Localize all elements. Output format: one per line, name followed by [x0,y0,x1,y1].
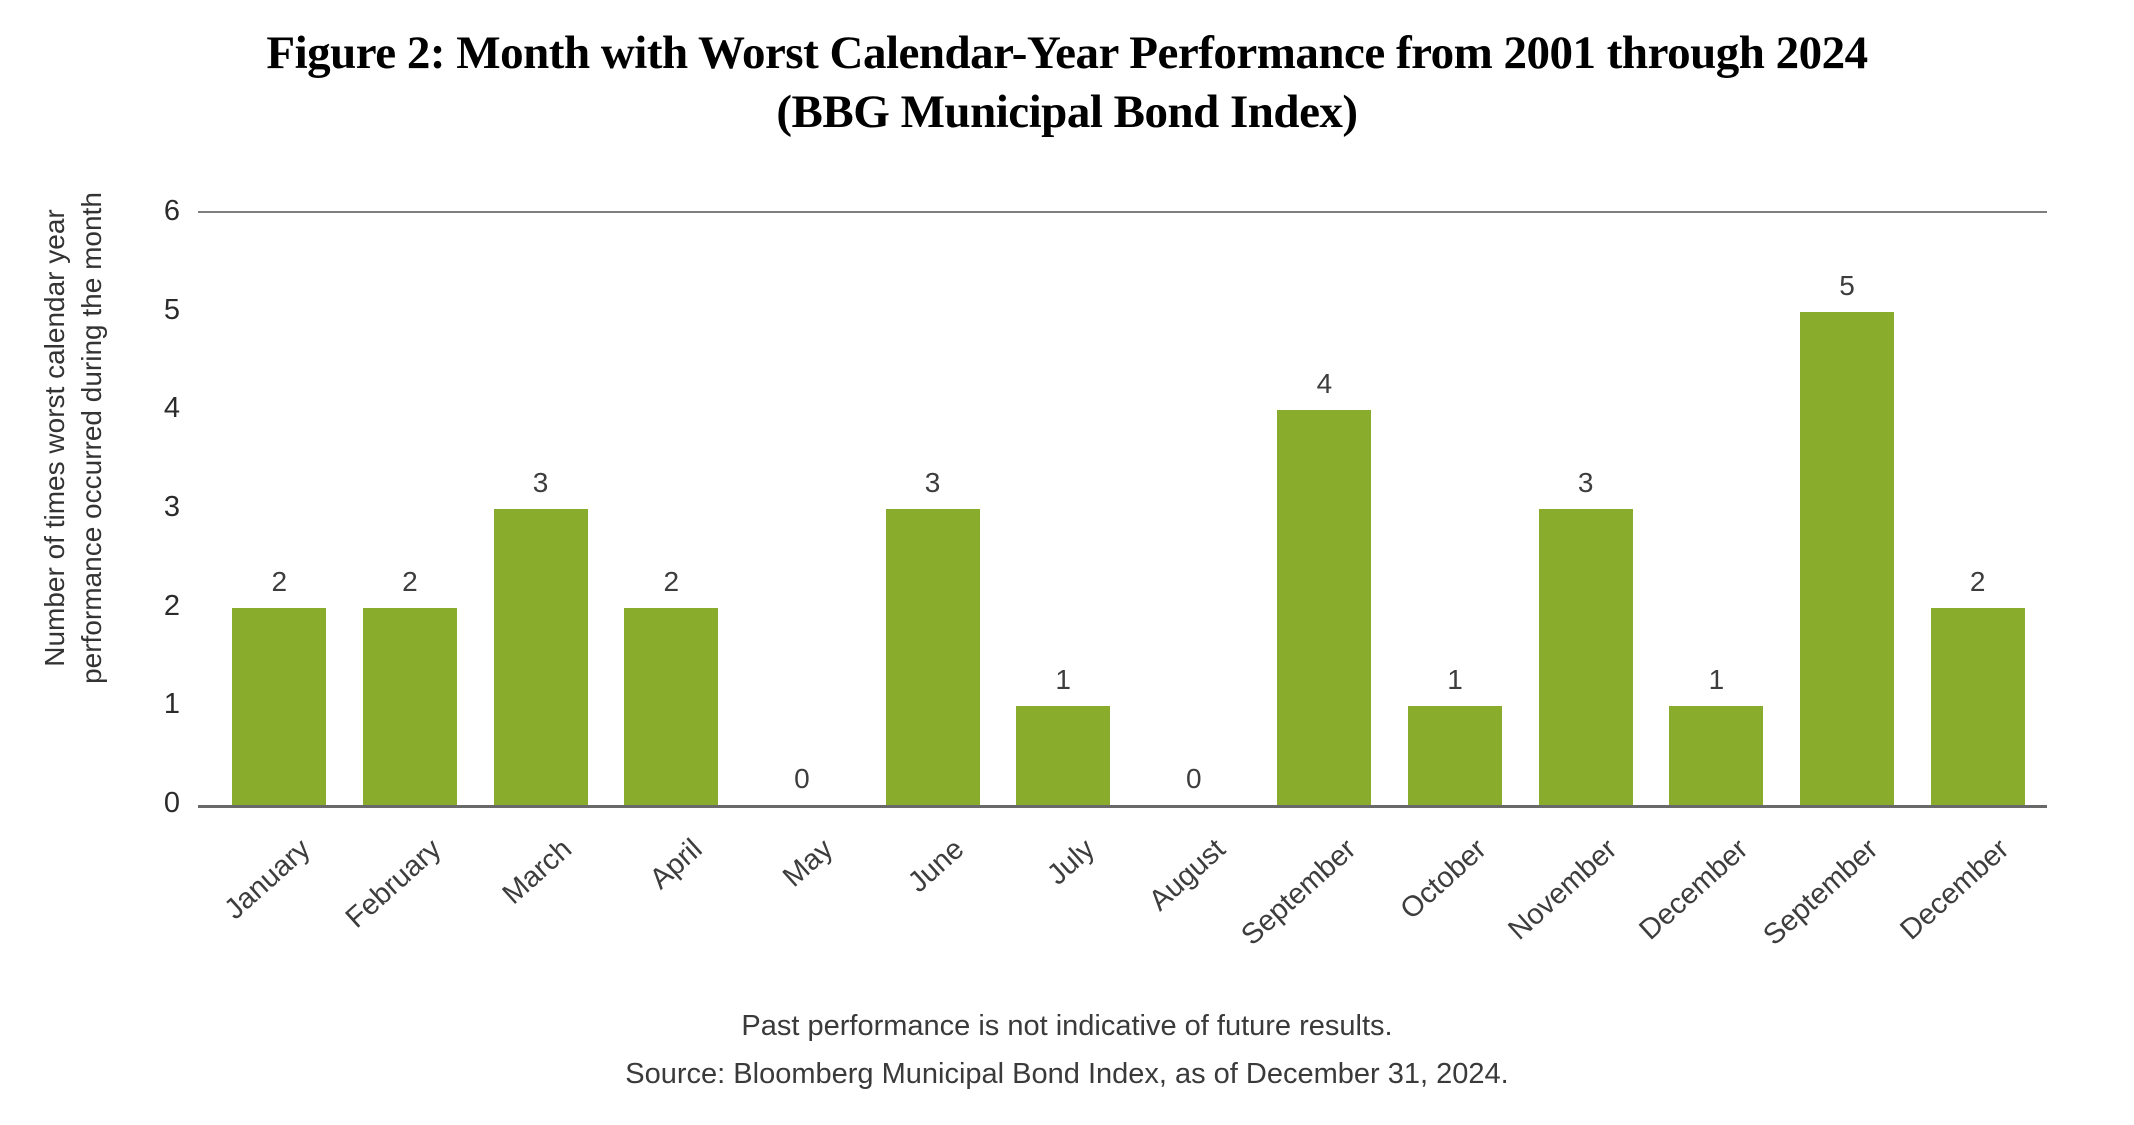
value-label-14: 2 [1969,565,1986,597]
y-tick-0: 0 [163,787,180,819]
x-tick-13-september: September [1757,833,1885,952]
value-label-3: 3 [532,467,549,498]
y-tick-4: 4 [163,392,180,425]
bar-march [493,509,588,805]
x-tick-10-october: October [1394,833,1493,926]
bars-container: 2 2 3 2 0 3 1 0 4 1 3 1 5 2 [214,213,2043,805]
value-label-6: 3 [924,467,941,498]
figure-title-line1: Figure 2: Month with Worst Calendar-Year… [266,27,1868,79]
value-label-11: 3 [1577,467,1594,498]
bar-slot-10-october: 1 [1390,213,1521,805]
bar-slot-1-january: 2 [214,213,345,805]
value-label-9: 4 [1316,368,1333,400]
bar-september [1277,410,1372,805]
x-axis-labels: January February March April May June July Augu… [214,833,2043,1008]
bar-slot-11-november: 3 [1520,213,1651,805]
bar-february [362,607,457,805]
footer: Past performance is not indicative of fu… [0,1002,2134,1098]
figure-title-line2: (BBG Municipal Bond Index) [776,86,1358,139]
x-tick-5-may: May [777,833,840,894]
bar-slot-8-august: 0 [1128,213,1259,805]
plot-area: 2 2 3 2 0 3 1 0 4 1 3 1 5 2 [198,211,2047,808]
y-tick-6: 6 [163,195,180,227]
value-label-8: 0 [1186,763,1202,794]
bar-slot-14-december: 2 [1912,213,2043,805]
x-tick-8-august: August [1142,833,1232,918]
figure-title: Figure 2: Month with Worst Calendar-Year… [0,24,2134,142]
bar-july [1016,706,1111,805]
value-label-13: 5 [1839,269,1855,301]
bar-december [1669,706,1764,805]
x-tick-1-january: January [218,833,317,926]
bar-slot-7-july: 1 [998,213,1129,805]
y-tick-2: 2 [163,589,180,622]
bar-december [1930,607,2025,805]
bar-slot-9-september: 4 [1259,213,1390,805]
value-label-5: 0 [794,763,810,794]
x-tick-4-april: April [644,833,709,896]
x-tick-9-september: September [1235,833,1362,952]
value-label-2: 2 [402,565,418,597]
bar-june [885,509,980,805]
value-label-7: 1 [1055,664,1071,696]
bar-slot-6-june: 3 [867,213,998,805]
value-label-12: 1 [1708,664,1725,696]
bar-slot-3-march: 3 [475,213,606,805]
y-tick-5: 5 [163,293,180,326]
bar-slot-13-september: 5 [1782,213,1913,805]
value-label-1: 2 [271,565,288,597]
bar-slot-4-april: 2 [606,213,737,805]
bar-september [1800,311,1894,805]
bar-slot-5-may: 0 [737,213,868,805]
bar-april [624,607,719,805]
x-tick-12-december: December [1632,833,1754,947]
value-label-10: 1 [1447,664,1463,696]
bar-slot-2-february: 2 [345,213,476,805]
x-tick-2-february: February [339,833,448,935]
bar-november [1538,509,1633,805]
x-tick-3-march: March [496,833,579,911]
x-tick-7-july: July [1040,833,1101,892]
bar-slot-12-december: 1 [1651,213,1782,805]
bar-october [1408,706,1503,805]
footer-disclaimer: Past performance is not indicative of fu… [741,1010,1393,1042]
footer-source: Source: Bloomberg Municipal Bond Index, … [625,1058,1509,1090]
value-label-4: 2 [663,565,680,597]
y-tick-3: 3 [163,491,180,523]
x-tick-11-november: November [1502,833,1624,947]
bar-january [232,607,327,805]
x-tick-14-december: December [1894,833,2016,947]
y-tick-1: 1 [163,688,180,721]
x-tick-6-june: June [901,833,970,899]
